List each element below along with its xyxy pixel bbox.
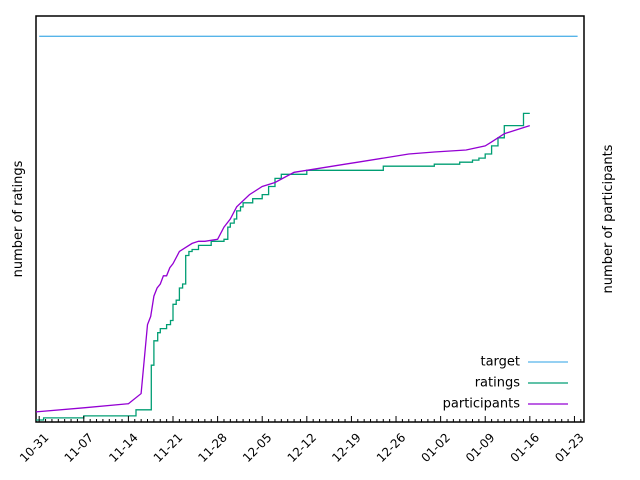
series-line-participants	[35, 124, 530, 413]
x-tick-label: 01-16	[508, 430, 543, 465]
x-tick-label: 11-28	[195, 430, 230, 465]
x-axis-ticks: 10-31 11-07 11-14 11-21 11-28 12-05 12-12 12-19…	[17, 416, 587, 465]
x-tick-label: 01-09	[463, 430, 498, 465]
x-tick-label: 12-12	[285, 430, 320, 465]
x-tick-label: 12-26	[374, 430, 409, 465]
legend-label-participants: participants	[443, 397, 521, 412]
plot-frame	[35, 15, 585, 423]
x-tick-label: 11-07	[62, 430, 97, 465]
series-line-ratings	[36, 112, 530, 421]
series-layer	[35, 35, 578, 421]
x-tick-label: 01-23	[552, 430, 587, 465]
y-axis-left-title: number of ratings	[11, 160, 26, 277]
x-tick-label: 12-19	[329, 430, 364, 465]
x-tick-label: 11-14	[106, 430, 141, 465]
legend-label-target: target	[480, 355, 520, 370]
x-tick-label: 11-21	[151, 430, 186, 465]
x-tick-label: 10-31	[17, 430, 52, 465]
x-tick-label: 01-02	[418, 430, 453, 465]
y-axis-right-title: number of participants	[601, 144, 616, 293]
legend: target ratings participants	[443, 355, 568, 412]
x-tick-label: 12-05	[240, 430, 275, 465]
legend-label-ratings: ratings	[475, 376, 521, 391]
